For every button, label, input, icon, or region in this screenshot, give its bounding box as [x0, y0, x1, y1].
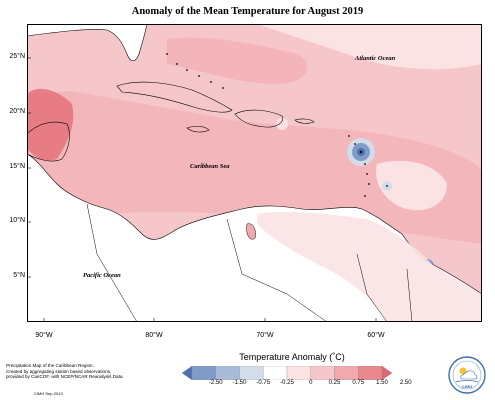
legend-tick-label: -1.50: [232, 380, 247, 386]
lat-label-5n: 5°N: [13, 272, 25, 279]
legend-swatch: [215, 366, 240, 380]
land-lake-maracaibo: [246, 223, 256, 240]
footnote-line-3: provided by CariCOF, with NCEP/NCAR Rean…: [6, 374, 124, 380]
temperature-anomaly-map: [27, 24, 482, 322]
legend-swatch: [263, 366, 288, 380]
anomaly-land-south-america: [257, 211, 482, 322]
anomaly-warm-bahamas: [167, 37, 308, 84]
legend-tick-label: 0: [309, 380, 313, 386]
lat-label-10n: 10°N: [9, 217, 25, 224]
legend-swatch: [191, 366, 216, 380]
land-lesser-antilles: [348, 135, 388, 197]
lat-label-15n: 15°N: [9, 163, 25, 170]
lon-label-80w: 80°W: [145, 332, 163, 339]
land-florida: [27, 24, 148, 62]
land-jamaica: [186, 125, 210, 133]
land-hispaniola: [234, 109, 283, 128]
map-border: [27, 24, 482, 322]
legend-swatch: [286, 366, 311, 380]
label-atlantic-ocean: Atlantic Ocean: [355, 55, 396, 62]
legend-tick-label: 2.50: [399, 380, 412, 386]
lat-label-20n: 20°N: [9, 108, 25, 115]
map-title: Anomaly of the Mean Temperature for Augu…: [131, 6, 364, 17]
anomaly-band-warm: [27, 84, 482, 244]
footnote-credit: CIMH Sep-2019: [34, 391, 63, 396]
legend-tick-label: 0.75: [352, 380, 365, 386]
legend-title: Temperature Anomaly (˚C): [239, 352, 345, 362]
land-bahamas: [166, 53, 224, 89]
footnote-line-1: Precipitation Map of the Caribbean Regio…: [6, 363, 94, 368]
label-pacific-ocean: Pacific Ocean: [83, 272, 121, 279]
legend-swatch: [358, 366, 383, 380]
anomaly-cool-atlantic: [257, 24, 482, 70]
border-suriname: [406, 268, 413, 322]
legend-tick-label: 0.25: [328, 380, 341, 386]
footnote: Precipitation Map of the Caribbean Regio…: [6, 363, 156, 380]
legend-swatch: [239, 366, 264, 380]
legend-swatch: [182, 366, 193, 380]
legend-swatch: [381, 366, 392, 380]
logo-text: CIMH: [462, 384, 472, 389]
lon-label-70w: 70°W: [256, 332, 274, 339]
map-frame: [27, 24, 482, 322]
lon-label-60w: 60°W: [367, 332, 385, 339]
legend-tick-label: -2.50: [208, 380, 223, 386]
cimh-logo: CIMH: [448, 356, 486, 394]
land-puerto-rico: [294, 118, 315, 124]
legend-tick-label: -0.75: [256, 380, 271, 386]
legend-swatch: [334, 366, 359, 380]
border-guyana: [356, 253, 388, 322]
legend-tick-label: 1.50: [376, 380, 388, 386]
legend-swatch: [310, 366, 335, 380]
border-venezuela: [226, 218, 328, 322]
land-cuba: [116, 81, 233, 113]
lat-label-25n: 25°N: [9, 53, 25, 60]
label-caribbean-sea: Caribbean Sea: [190, 163, 230, 170]
border-colombia: [86, 203, 138, 322]
footnote-line-2: Created by aggregating station based obs…: [6, 368, 112, 374]
lon-label-90w: 90°W: [35, 332, 53, 339]
anomaly-cool-east: [376, 160, 447, 211]
anomaly-hot-yucatan: [27, 88, 74, 161]
color-legend: [182, 366, 392, 380]
legend-tick-label: -0.25: [280, 380, 294, 386]
anomaly-cool-hispaniola: [276, 118, 288, 130]
land-yucatan: [27, 121, 70, 162]
